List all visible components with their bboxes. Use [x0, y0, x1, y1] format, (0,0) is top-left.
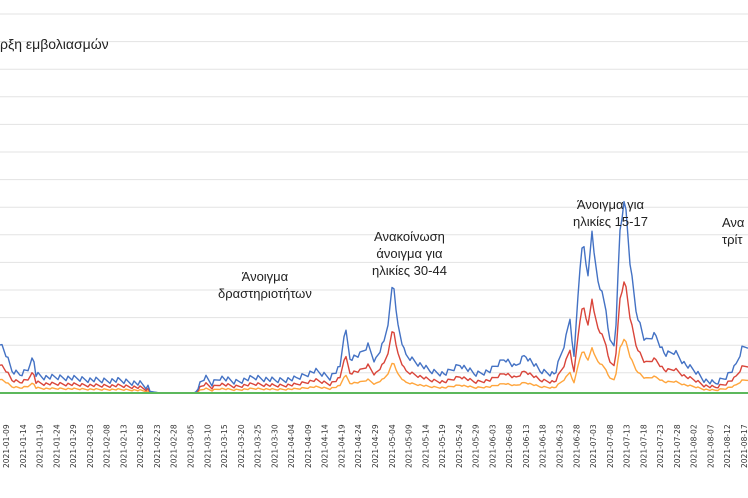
annotation-ages-15-17: Άνοιγμα για ηλικίες 15-17 [573, 196, 648, 230]
x-tick-label: 2021-05-04 [388, 424, 397, 468]
x-tick-label: 2021-06-18 [539, 424, 548, 468]
x-tick-label: 2021-01-29 [69, 424, 78, 468]
annotation-ages-line1: Άνοιγμα για [576, 197, 645, 212]
x-tick-label: 2021-02-13 [119, 424, 128, 468]
x-tick-label: 2021-08-12 [723, 424, 732, 468]
x-tick-label: 2021-04-14 [321, 424, 330, 468]
x-tick-label: 2021-07-18 [639, 424, 648, 468]
x-tick-label: 2021-04-09 [304, 424, 313, 468]
annotation-announcement: Ανακοίνωση άνοιγμα για ηλικίες 30-44 [372, 228, 447, 279]
x-tick-label: 2021-05-19 [438, 424, 447, 468]
x-tick-label: 2021-04-24 [354, 424, 363, 468]
series-line-blue [0, 200, 748, 394]
annotation-opening: Άνοιγμα δραστηριοτήτων [218, 268, 312, 302]
x-tick-label: 2021-04-29 [371, 424, 380, 468]
annotation-opening-line1: Άνοιγμα [241, 269, 289, 284]
x-tick-label: 2021-07-03 [589, 424, 598, 468]
chart-title: ρξη εμβολιασμών [0, 36, 109, 52]
x-tick-label: 2021-02-03 [86, 424, 95, 468]
gridlines [0, 13, 748, 374]
x-tick-label: 2021-06-13 [522, 424, 531, 468]
annotation-announcement-line1: Ανακοίνωση [374, 229, 445, 244]
x-axis-ticks: 2021-01-09 2021-01-14 2021-01-19 2021-01-24… [2, 424, 748, 468]
x-tick-label: 2021-05-24 [455, 424, 464, 468]
x-tick-label: 2021-05-29 [472, 424, 481, 468]
series-line-orange [0, 338, 748, 394]
x-tick-label: 2021-05-09 [405, 424, 414, 468]
x-tick-label: 2021-01-14 [19, 424, 28, 468]
x-tick-label: 2021-03-25 [254, 424, 263, 468]
annotation-ages-line2: ηλικίες 15-17 [573, 214, 648, 229]
x-tick-label: 2021-06-03 [488, 424, 497, 468]
x-tick-label: 2021-06-08 [505, 424, 514, 468]
x-tick-label: 2021-07-23 [656, 424, 665, 468]
annotation-announcement-line3: ηλικίες 30-44 [372, 263, 447, 278]
x-tick-label: 2021-04-19 [337, 424, 346, 468]
annotation-announcement-line2: άνοιγμα για [376, 246, 443, 261]
x-tick-label: 2021-01-19 [36, 424, 45, 468]
x-tick-label: 2021-02-28 [170, 424, 179, 468]
x-tick-label: 2021-08-02 [690, 424, 699, 468]
x-tick-label: 2021-04-04 [287, 424, 296, 468]
annotation-partial: Ανα τρίτ [722, 214, 744, 248]
x-tick-label: 2021-03-20 [237, 424, 246, 468]
x-tick-label: 2021-06-23 [556, 424, 565, 468]
x-tick-label: 2021-02-08 [103, 424, 112, 468]
x-tick-label: 2021-03-30 [270, 424, 279, 468]
series-line-red [0, 281, 748, 394]
series-group [0, 200, 748, 394]
x-tick-label: 2021-07-08 [606, 424, 615, 468]
x-tick-label: 2021-01-24 [52, 424, 61, 468]
x-tick-label: 2021-03-10 [203, 424, 212, 468]
annotation-opening-line2: δραστηριοτήτων [218, 286, 312, 301]
x-tick-label: 2021-08-17 [740, 424, 748, 468]
x-tick-label: 2021-01-09 [2, 424, 11, 468]
annotation-partial-line1: Ανα [722, 215, 745, 230]
x-tick-label: 2021-03-05 [187, 424, 196, 468]
x-tick-label: 2021-02-23 [153, 424, 162, 468]
x-tick-label: 2021-07-28 [673, 424, 682, 468]
x-tick-label: 2021-05-14 [421, 424, 430, 468]
x-tick-label: 2021-08-07 [706, 424, 715, 468]
x-tick-label: 2021-02-18 [136, 424, 145, 468]
x-tick-label: 2021-03-15 [220, 424, 229, 468]
annotation-partial-line2: τρίτ [722, 232, 743, 247]
x-tick-label: 2021-07-13 [623, 424, 632, 468]
x-tick-label: 2021-06-28 [572, 424, 581, 468]
